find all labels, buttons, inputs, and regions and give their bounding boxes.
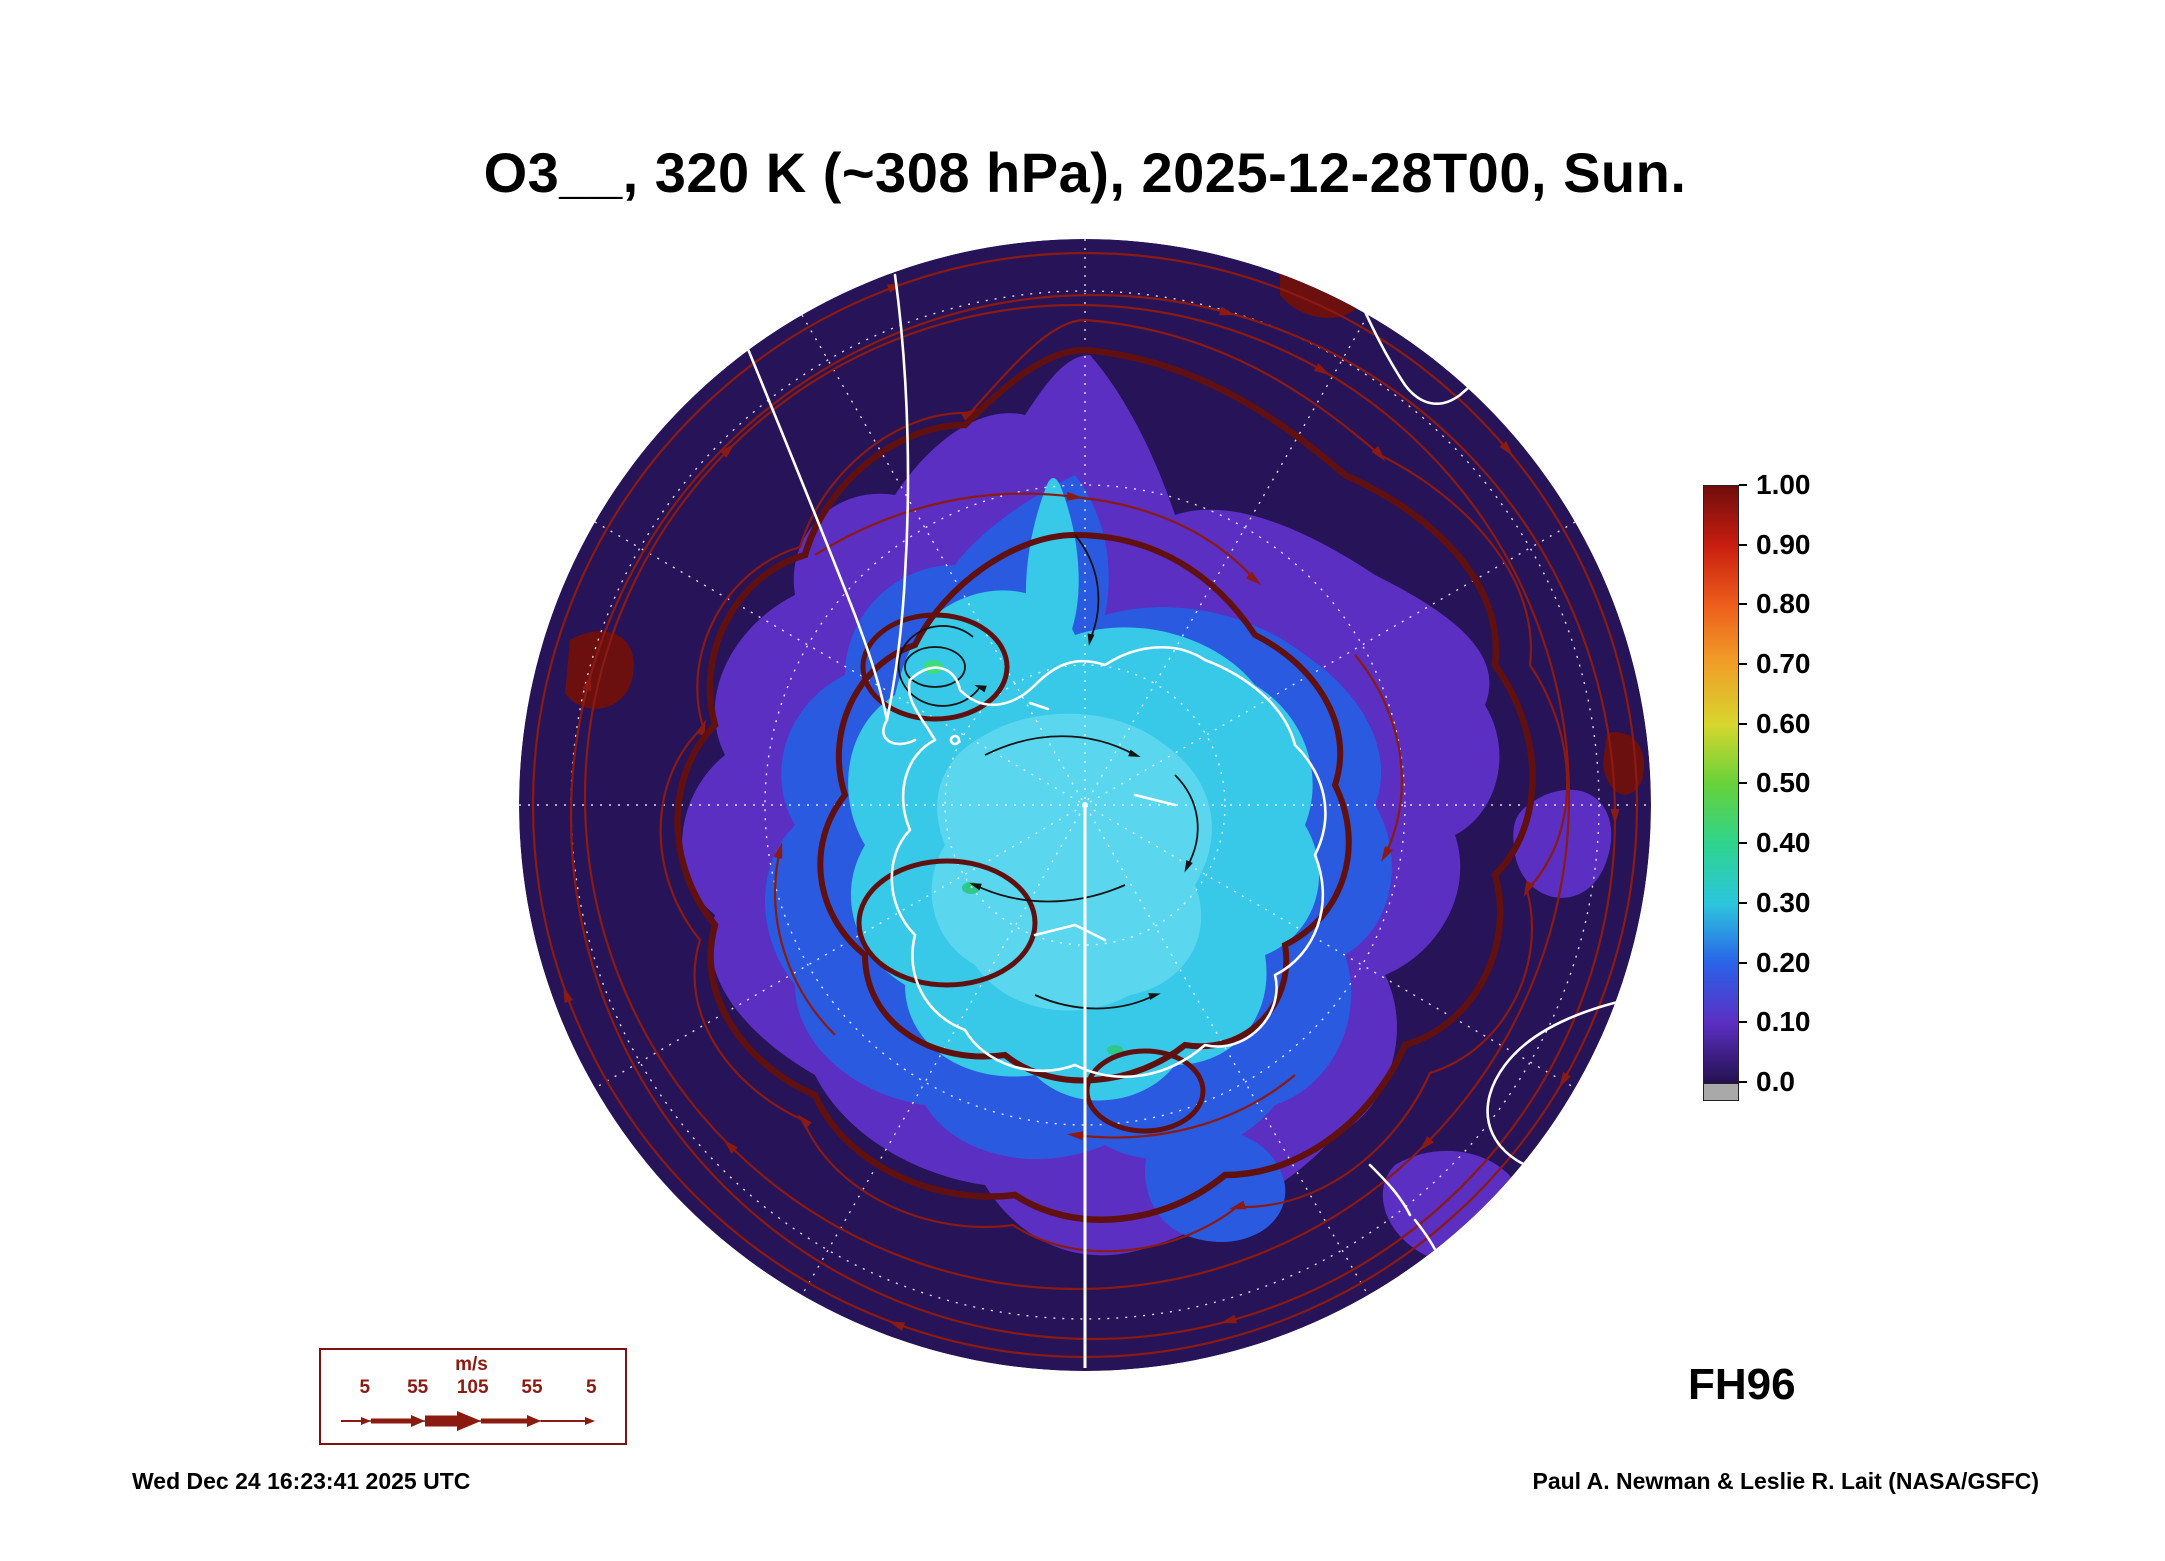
colorbar-tick — [1739, 962, 1747, 964]
credit-text: Paul A. Newman & Leslie R. Lait (NASA/GS… — [1532, 1468, 2039, 1494]
colorbar-label: 0.10 — [1756, 1006, 1811, 1037]
polar-map-container — [515, 235, 1655, 1375]
colorbar-tick — [1739, 782, 1747, 784]
generation-timestamp: Wed Dec 24 16:23:41 2025 UTC — [132, 1468, 471, 1494]
colorbar-label: 0.60 — [1756, 708, 1811, 739]
colorbar-label: 0.90 — [1756, 529, 1811, 560]
colorbar-tick — [1739, 1021, 1747, 1023]
colorbar-gradient — [1703, 485, 1739, 1084]
colorbar-label: 0.80 — [1756, 588, 1811, 619]
graticule — [519, 239, 1651, 1371]
wind-tick-label: 5 — [585, 1377, 597, 1398]
wind-tick-label: 105 — [456, 1377, 489, 1398]
colorbar-label: 0.30 — [1756, 887, 1811, 918]
colorbar-label: 1.00 — [1756, 469, 1811, 500]
colorbar-label: 0.20 — [1756, 947, 1811, 978]
page-title: O3__, 320 K (~308 hPa), 2025-12-28T00, S… — [483, 141, 1687, 204]
colorbar-tick — [1739, 902, 1747, 904]
wind-unit-label: m/s — [455, 1354, 488, 1375]
colorbar-below-range-cap — [1703, 1084, 1739, 1101]
pole-marker — [1082, 802, 1088, 808]
polar-map — [519, 239, 1651, 1371]
colorbar-tick — [1739, 603, 1747, 605]
tasmania — [1513, 1193, 1527, 1207]
wind-scale-arrow-icon — [341, 1411, 595, 1431]
forecast-hour-label: FH96 — [1688, 1360, 1796, 1409]
colorbar-tick — [1739, 723, 1747, 725]
colorbar-label: 0.40 — [1756, 827, 1811, 858]
ice-shelf-detail — [1033, 793, 1177, 942]
wind-speed-legend: m/s 5 55 105 55 5 — [319, 1348, 627, 1445]
wind-tick-label: 55 — [407, 1377, 429, 1398]
vortex-edge-contours — [674, 346, 1536, 1223]
south-america-coastline — [728, 273, 917, 746]
ozone-field-light-cyan — [931, 713, 1212, 1011]
colorbar-tick — [1739, 1081, 1747, 1083]
colorbar-label: 0.70 — [1756, 648, 1811, 679]
colorbar-tick — [1739, 544, 1747, 546]
wind-tick-label: 5 — [359, 1377, 371, 1398]
colorbar-tick — [1739, 663, 1747, 665]
colorbar-tick — [1739, 842, 1747, 844]
south-georgia — [1028, 701, 1050, 711]
colorbar — [1703, 484, 1747, 1101]
antarctica-coastline — [890, 645, 1327, 1078]
colorbar-label: 0.50 — [1756, 767, 1811, 798]
madagascar-coastline — [1548, 383, 1563, 452]
inner-streamlines — [897, 534, 1199, 1010]
falkland-islands — [949, 734, 961, 746]
wind-tick-label: 55 — [521, 1377, 543, 1398]
colorbar-labels: 1.00 0.90 0.80 0.70 0.60 0.50 0.40 0.30 … — [1756, 469, 1876, 1097]
colorbar-tick — [1739, 484, 1747, 486]
colorbar-label: 0.0 — [1756, 1066, 1795, 1097]
